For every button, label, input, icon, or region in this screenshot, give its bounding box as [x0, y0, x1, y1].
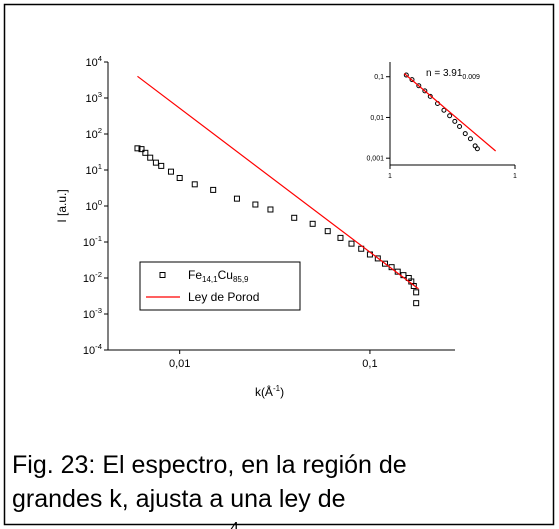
point [403, 72, 409, 78]
point [462, 131, 468, 137]
y-tick-exponent: 3 [98, 90, 102, 99]
annotation-main: n = 3.91 [426, 68, 463, 79]
point [309, 220, 316, 227]
annotation: n = 3.910.009 [426, 68, 480, 81]
point [374, 255, 381, 262]
y-tick-base: 10 [85, 93, 97, 105]
y-tick-base: 10 [85, 129, 97, 141]
legend-label-part: 85,9 [233, 275, 249, 284]
y-tick-label: 102 [85, 126, 102, 141]
x-tick-label: 1 [513, 173, 517, 180]
x-tick-label: 1 [388, 173, 392, 180]
y-tick-base: 10 [83, 273, 95, 285]
point [158, 162, 165, 169]
y-tick-exponent: -4 [95, 342, 103, 351]
y-tick-base: 10 [85, 57, 97, 69]
point [267, 206, 274, 213]
point [210, 186, 217, 193]
point [291, 214, 298, 221]
point [152, 159, 159, 166]
point [413, 300, 420, 307]
caption-fragment: 4 [230, 520, 239, 529]
y-tick-base: 10 [85, 165, 97, 177]
y-tick-exponent: -1 [95, 234, 102, 243]
point [348, 240, 355, 247]
y-tick-base: 10 [85, 201, 97, 213]
y-tick-label: 0,001 [366, 156, 384, 163]
point [252, 201, 259, 208]
y-tick-exponent: -3 [95, 306, 102, 315]
point [452, 118, 458, 124]
legend-label: Ley de Porod [188, 290, 259, 304]
y-tick-exponent: -2 [95, 270, 102, 279]
annotation-sub: 0.009 [462, 74, 480, 81]
point [324, 228, 331, 235]
y-tick-base: 0,01 [370, 115, 384, 122]
y-tick-label: 100 [85, 198, 102, 213]
y-tick-label: 103 [85, 90, 102, 105]
point [447, 113, 453, 119]
legend-swatch [159, 272, 166, 278]
point [142, 149, 149, 156]
legend-box [139, 261, 301, 311]
point [381, 260, 388, 267]
y-tick-label: 10-3 [83, 306, 102, 321]
point [191, 181, 198, 188]
y-tick-exponent: 2 [98, 126, 102, 135]
legend-label-part: 14,1 [202, 275, 218, 284]
point [410, 282, 417, 289]
x-label-part: k(Å [255, 384, 273, 399]
x-label-part: -1 [273, 384, 281, 393]
x-label-part: ) [280, 385, 284, 399]
point [337, 234, 344, 241]
x-tick-label: 0,1 [362, 358, 377, 370]
y-tick-exponent: 0 [98, 198, 102, 207]
point [409, 77, 415, 83]
point [427, 93, 433, 99]
y-tick-label: 104 [85, 54, 102, 69]
point [457, 123, 463, 129]
y-tick-exponent: 4 [98, 54, 103, 63]
y-tick-label: 101 [85, 162, 102, 177]
point [416, 83, 422, 89]
frame [3, 3, 555, 526]
x-axis-label: k(Å-1) [255, 384, 284, 399]
point [413, 289, 420, 296]
point [176, 174, 183, 181]
point [441, 107, 447, 113]
y-tick-label: 10-4 [83, 342, 103, 357]
point [147, 154, 154, 161]
point [474, 146, 480, 152]
y-tick-label: 0,1 [374, 74, 384, 81]
y-tick-label: 10-2 [83, 270, 102, 285]
point [233, 195, 240, 202]
y-axis-label: I [a.u.] [55, 189, 69, 222]
point [134, 145, 141, 152]
legend-label: Fe14,1Cu85,9 [188, 268, 249, 284]
legend-label-part: Cu [218, 268, 233, 282]
fit-line [137, 75, 419, 290]
legend-label-part: Fe [188, 268, 202, 282]
y-tick-base: 0,001 [366, 156, 384, 163]
y-tick-label: 10-1 [83, 234, 102, 249]
y-tick-base: 0,1 [374, 74, 384, 81]
caption-line: grandes k, ajusta a una ley de [12, 485, 346, 513]
y-tick-base: 10 [83, 309, 95, 321]
y-tick-base: 10 [83, 237, 95, 249]
y-tick-base: 10 [83, 345, 95, 357]
point [167, 168, 174, 175]
fit-line [403, 73, 497, 152]
point [422, 88, 428, 94]
caption-line: Fig. 23: El espectro, en la región de [12, 451, 407, 479]
point [138, 146, 145, 153]
y-tick-label: 0,01 [370, 115, 384, 122]
point [467, 136, 473, 142]
x-tick-label: 0,01 [169, 358, 190, 370]
y-tick-exponent: 1 [98, 162, 102, 171]
